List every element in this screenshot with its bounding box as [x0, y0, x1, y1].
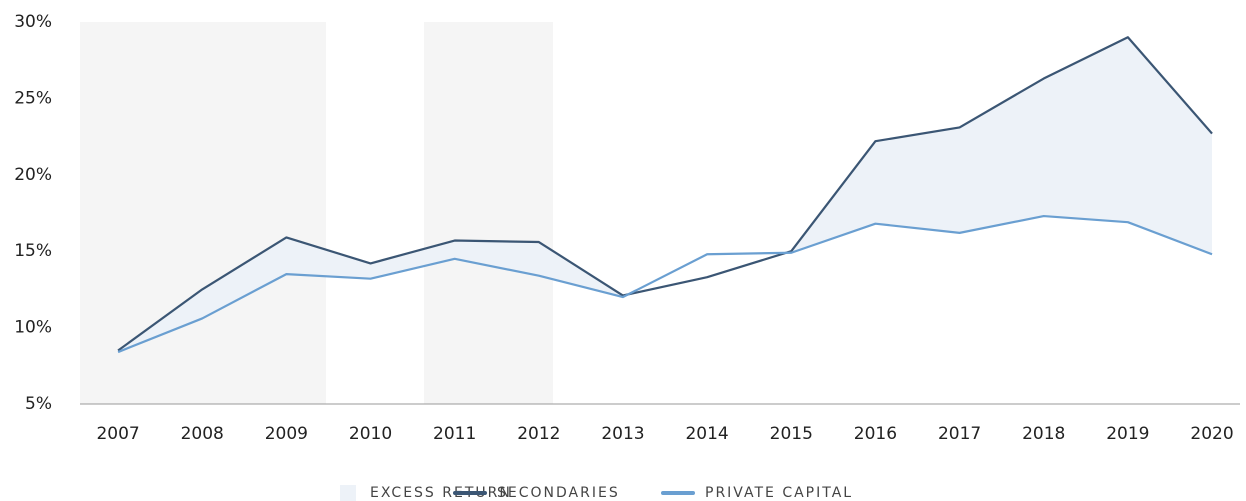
y-tick-label: 25%: [14, 88, 52, 108]
x-tick-label: 2012: [517, 424, 560, 444]
x-tick-label: 2007: [96, 424, 139, 444]
highlight-band: [424, 22, 553, 404]
legend-label: SECONDARIES: [497, 485, 620, 501]
x-tick-label: 2008: [181, 424, 224, 444]
x-tick-label: 2018: [1022, 424, 1065, 444]
x-tick-label: 2020: [1190, 424, 1233, 444]
x-tick-label: 2010: [349, 424, 392, 444]
series-line: [117, 36, 1213, 352]
y-tick-label: 5%: [25, 394, 52, 414]
y-tick-label: 10%: [14, 318, 52, 338]
x-tick-label: 2009: [265, 424, 308, 444]
x-tick-label: 2011: [433, 424, 476, 444]
x-tick-label: 2019: [1106, 424, 1149, 444]
legend-label: PRIVATE CAPITAL: [705, 485, 853, 501]
x-tick-label: 2016: [854, 424, 897, 444]
x-tick-label: 2013: [601, 424, 644, 444]
legend-label: EXCESS RETURN: [370, 485, 512, 501]
x-tick-label: 2017: [938, 424, 981, 444]
legend-swatch: [340, 485, 356, 501]
y-tick-label: 15%: [14, 241, 52, 261]
series-line: [117, 214, 1213, 354]
x-tick-label: 2014: [685, 424, 728, 444]
x-tick-label: 2015: [770, 424, 813, 444]
highlight-band: [80, 22, 326, 404]
y-tick-label: 20%: [14, 165, 52, 185]
y-tick-label: 30%: [14, 12, 52, 32]
